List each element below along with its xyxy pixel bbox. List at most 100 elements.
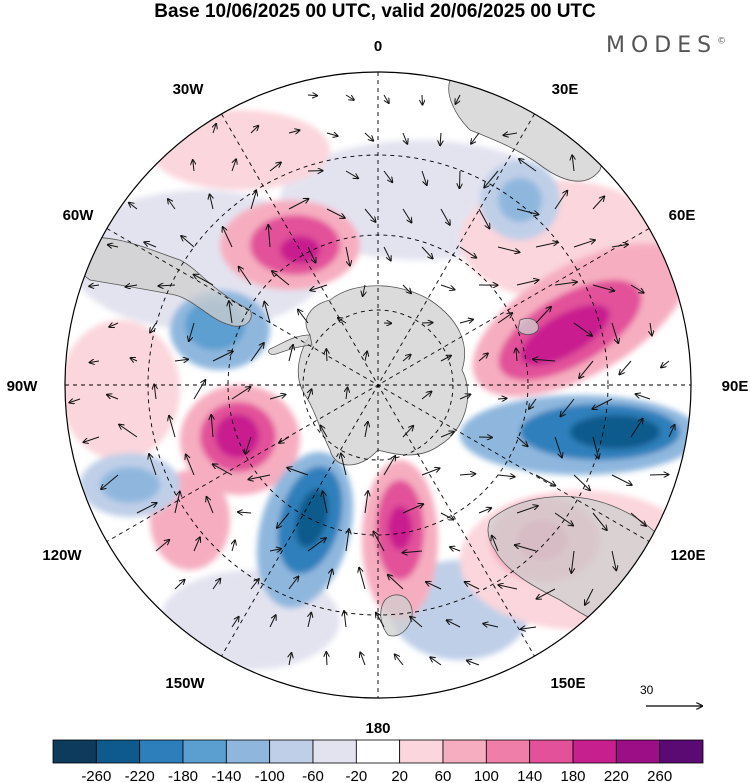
wind-vectors (69, 94, 674, 666)
wind-arrow (388, 575, 404, 590)
wind-arrow (144, 242, 157, 248)
colorbar-swatch (615, 739, 661, 764)
wind-arrow (194, 275, 214, 286)
wind-arrow (277, 512, 290, 528)
wind-arrow (326, 208, 345, 218)
wind-arrow (109, 323, 119, 327)
wind-arrow (231, 159, 236, 172)
colorbar-tick-label: -100 (255, 768, 285, 783)
wind-arrow (421, 468, 440, 476)
wind-arrow (529, 398, 537, 409)
lon-label-60w: 60W (63, 207, 95, 224)
wind-arrow (308, 613, 311, 628)
wind-arrow (611, 322, 618, 343)
colorbar-tick-label: -180 (168, 768, 198, 783)
weak-positive-area (150, 110, 330, 190)
wind-arrow (129, 203, 138, 210)
wind-arrow (250, 343, 264, 362)
wind-arrow (136, 503, 157, 514)
wind-arrow (310, 284, 328, 290)
colorbar-tick-label: 140 (517, 768, 542, 783)
brand-text: MODES (606, 33, 718, 58)
wind-arrow (155, 540, 169, 552)
longitude-labels: 0 30E 60E 90E 120E 150E 180 150W 120W 90… (7, 38, 749, 737)
wind-arrow (149, 454, 157, 476)
wind-arrow (345, 170, 358, 178)
wind-arrow (287, 468, 309, 476)
wind-arrow (272, 271, 290, 286)
wind-arrow (478, 353, 488, 362)
wind-arrow (186, 455, 195, 476)
map-disc (65, 72, 691, 698)
wind-arrow (519, 159, 537, 172)
wind-arrow (573, 240, 595, 248)
lon-label-180: 180 (365, 720, 390, 737)
wind-arrow (323, 491, 328, 514)
wind-arrow (223, 227, 233, 248)
wind-arrow (498, 585, 518, 590)
wind-arrow (592, 398, 613, 409)
wind-arrow (364, 208, 376, 222)
wind-arrow (447, 620, 461, 628)
wind-arrow (465, 582, 480, 590)
wind-arrow (504, 133, 518, 135)
wind-arrow (426, 582, 442, 590)
wind-arrow (298, 310, 309, 324)
wind-arrow (89, 285, 100, 286)
wind-arrow (131, 358, 138, 361)
wind-arrow (207, 497, 214, 514)
wind-arrow (440, 512, 453, 520)
wind-arrow (212, 351, 233, 362)
wind-arrow (168, 199, 176, 210)
wind-arrow (189, 322, 195, 341)
wind-arrow (289, 653, 291, 666)
wind-arrow (403, 551, 423, 553)
wind-arrow (630, 512, 646, 526)
reference-vector-label: 30 (640, 683, 654, 697)
wind-arrow (611, 550, 616, 570)
wind-arrow (376, 613, 385, 628)
wind-arrow (359, 568, 366, 590)
wind-arrow (579, 360, 594, 378)
wind-arrow (478, 508, 491, 514)
wind-arrow (383, 170, 392, 182)
wind-arrow (573, 474, 590, 490)
colorbar-tick-label: 180 (560, 768, 585, 783)
wind-arrow (450, 547, 461, 551)
wind-arrow (108, 245, 119, 247)
wind-arrow (440, 356, 451, 362)
colorbar-tick-label: -20 (345, 768, 367, 783)
wind-arrow (326, 349, 327, 362)
wind-arrow (554, 282, 577, 285)
wind-arrow (383, 456, 395, 476)
wind-arrow (537, 588, 556, 599)
colorbar-swatch (485, 739, 531, 764)
wind-arrow (269, 549, 281, 551)
lon-label-60e: 60E (669, 207, 696, 224)
colorbar-swatch (312, 739, 357, 764)
wind-arrow (649, 474, 668, 475)
wind-arrow (585, 588, 594, 605)
wind-arrow (560, 398, 575, 416)
wind-arrow (611, 474, 632, 485)
wind-arrow (232, 540, 235, 552)
colorbar-swatch (225, 739, 271, 764)
map-title: Base 10/06/2025 00 UTC, valid 20/06/2025… (154, 1, 596, 22)
wind-arrow (402, 132, 407, 144)
wind-arrow (516, 436, 528, 446)
map-border (64, 71, 692, 699)
wind-arrow (533, 359, 556, 361)
colorbar-swatch (182, 739, 227, 764)
wind-arrow (440, 132, 441, 145)
wind-arrow (650, 322, 652, 335)
colorbar: -260 -220 -180 -140 -100 -60 -20 20 60 100 140 180 2… (52, 739, 704, 783)
colorbar-tick-label: -260 (81, 768, 111, 783)
wind-arrow (497, 313, 512, 324)
wind-arrow (69, 399, 81, 403)
wind-arrow (288, 130, 299, 133)
wind-arrow (630, 284, 644, 293)
wind-arrow (383, 94, 389, 103)
wind-arrow (326, 652, 327, 666)
wind-arrow (592, 284, 614, 291)
